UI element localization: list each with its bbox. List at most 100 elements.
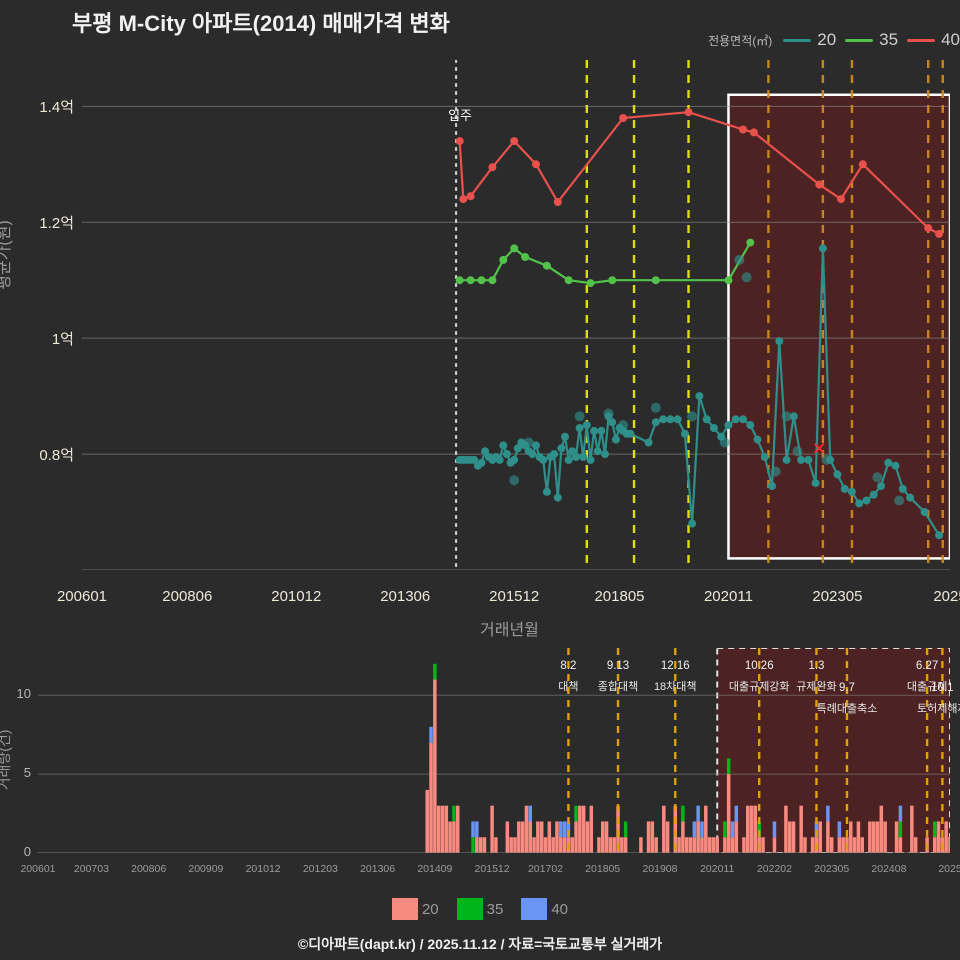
series-point-20 [601,450,609,459]
main-x-tick: 201306 [380,588,431,605]
volume-bar-20 [894,821,899,853]
series-point-20 [575,424,584,432]
policy-label: 종합대책 [597,681,639,693]
volume-bar-35 [757,821,761,838]
policy-label: 대책 [558,681,579,693]
volume-x-tick: 200909 [188,863,224,875]
legend-top-title: 전용면적(㎡) [708,33,773,48]
series-point-20 [680,429,689,438]
volume-bar-20 [494,837,498,853]
main-price-chart[interactable] [82,60,950,570]
series-point-20 [593,447,602,456]
volume-bar-20 [711,837,716,853]
series-point-35 [521,253,530,261]
policy-date: 9.7 [838,682,855,694]
series-point-20 [651,418,660,427]
series-point-20 [884,458,893,467]
volume-bar-20 [856,821,861,853]
volume-bar-40 [471,821,475,838]
series-point-20 [513,444,522,453]
series-point-20 [532,441,540,450]
legend-bottom-item-40[interactable]: 40 [521,898,568,920]
series-point-20 [571,453,580,461]
volume-bar-20 [761,837,765,853]
legend-bottom-label-20: 20 [421,900,439,918]
volume-bar-20 [597,837,601,853]
volume-bar-20 [753,805,758,853]
volume-bar-20 [677,837,681,853]
volume-bar-20 [425,789,429,853]
scatter-point-20 [734,254,745,265]
legend-bottom-item-20[interactable]: 20 [391,898,439,920]
legend-top-label-40: 40 [941,30,960,49]
series-point-20 [550,450,559,459]
volume-bar-40 [814,821,819,838]
legend-top-item-35[interactable]: 35 [845,30,898,50]
volume-bar-20 [517,821,521,853]
volume-bar-40 [562,821,567,838]
series-point-20 [731,415,740,424]
scatter-point-20 [770,466,781,477]
legend-bottom-item-35[interactable]: 35 [456,898,503,920]
series-point-35 [488,276,497,285]
volume-bar-20 [589,805,594,853]
volume-bar-20 [665,821,670,853]
volume-bar-20 [841,837,845,853]
main-chart-svg [82,60,950,570]
series-point-20 [862,496,871,505]
volume-bar-20 [646,821,651,853]
volume-bar-40 [734,805,739,822]
series-point-40 [510,137,519,146]
series-point-20 [666,415,675,424]
series-point-20 [470,455,479,464]
volume-bar-20 [482,837,487,853]
series-point-20 [695,392,704,401]
volume-bar-chart[interactable] [33,647,952,858]
volume-x-tick: 201409 [417,863,453,875]
volume-bar-20 [684,837,689,853]
volume-bar-20 [696,821,700,853]
volume-bar-20 [509,837,513,853]
volume-bar-20 [490,805,494,853]
series-line-40 [458,111,941,235]
policy-date: 9.13 [606,660,630,672]
series-point-20 [561,432,569,441]
series-point-20 [702,415,711,424]
series-point-40 [488,163,497,172]
move-in-annotation: 입주 [448,108,472,124]
series-point-20 [539,455,548,464]
policy-label: 특례대출축소 [816,703,878,715]
volume-bar-40 [772,821,777,838]
policy-label: 규제완화 [796,681,837,693]
volume-bar-20 [562,837,567,853]
series-point-20 [775,337,784,346]
series-point-20 [608,418,617,427]
series-point-20 [590,426,599,435]
volume-bar-20 [871,821,876,853]
volume-bar-20 [849,821,853,853]
volume-bar-40 [475,821,479,838]
series-point-35 [651,276,660,285]
volume-bar-20 [852,837,857,853]
series-point-20 [789,412,798,421]
series-point-20 [477,458,486,467]
legend-top-item-40[interactable]: 40 [907,30,960,50]
volume-bar-20 [868,821,872,853]
main-x-tick: 201012 [271,588,322,605]
main-y-tick: 1.2억 [39,215,74,233]
volume-x-tick: 202202 [756,863,792,875]
volume-bar-20 [810,837,815,853]
series-point-20 [891,461,900,470]
legend-top-item-20[interactable]: 20 [783,30,836,50]
series-point-20 [760,453,769,461]
volume-x-tick: 200806 [131,863,167,875]
series-point-40 [532,160,540,169]
legend-bottom-label-40: 40 [551,900,569,918]
series-point-20 [920,508,929,516]
volume-x-tick: 202011 [700,863,735,875]
series-point-20 [746,421,755,430]
volume-bar-20 [910,805,914,853]
series-point-20 [557,444,566,453]
volume-bar-20 [673,805,678,853]
main-x-tick: 201512 [489,588,540,605]
